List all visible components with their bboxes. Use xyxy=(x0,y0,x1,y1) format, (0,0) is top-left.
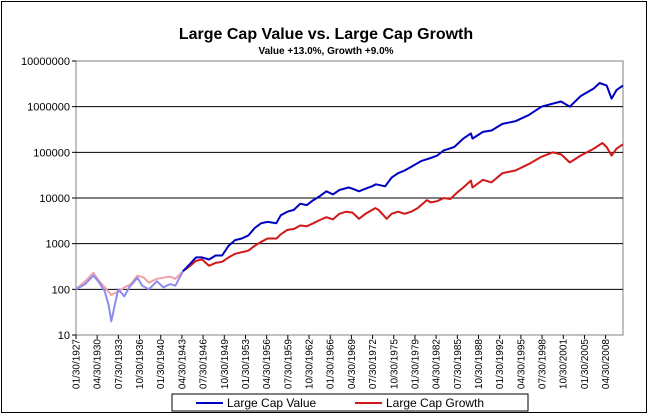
chart-subtitle: Value +13.0%, Growth +9.0% xyxy=(258,46,393,57)
x-tick-label: 04/30/1969 xyxy=(347,339,358,389)
y-tick-label: 100000 xyxy=(33,147,70,159)
y-tick-label: 1000000 xyxy=(27,102,70,114)
x-tick-label: 04/30/1982 xyxy=(432,339,443,389)
x-tick-label: 07/30/1959 xyxy=(283,339,294,389)
x-tick-label: 04/30/1930 xyxy=(93,339,104,389)
x-tick-label: 10/30/1936 xyxy=(135,339,146,389)
x-tick-label: 10/30/1949 xyxy=(220,339,231,389)
x-tick-label: 01/30/1992 xyxy=(495,339,506,389)
legend-label-value: Large Cap Value xyxy=(227,396,317,410)
x-tick-label: 04/30/1943 xyxy=(177,339,188,389)
gridlines xyxy=(76,106,623,290)
x-tick-label: 04/30/1956 xyxy=(262,339,273,389)
series-line-growth xyxy=(182,142,624,272)
x-axis: 01/30/1927 04/30/1930 07/30/1933 10/30/1936… xyxy=(72,335,612,389)
y-tick-label: 10000000 xyxy=(21,56,70,68)
y-tick-label: 10000 xyxy=(39,193,70,205)
x-tick-label: 10/30/2001 xyxy=(559,339,570,389)
x-tick-label: 01/30/1953 xyxy=(241,339,252,389)
chart-title: Large Cap Value vs. Large Cap Growth xyxy=(179,26,473,43)
x-tick-label: 01/30/1927 xyxy=(72,339,83,389)
y-tick-label: 1000 xyxy=(46,239,70,251)
y-axis: 10 100 1000 10000 100000 1000000 10000000 xyxy=(21,56,76,342)
x-tick-label: 01/30/1979 xyxy=(410,339,421,389)
x-tick-label: 01/30/1966 xyxy=(326,339,337,389)
y-tick-label: 10 xyxy=(58,330,70,342)
x-tick-label: 07/30/1946 xyxy=(199,339,210,389)
x-tick-label: 07/30/1933 xyxy=(114,339,125,389)
x-tick-label: 10/30/1975 xyxy=(389,339,400,389)
x-tick-label: 04/30/1995 xyxy=(516,339,527,389)
x-tick-label: 04/30/2008 xyxy=(601,339,612,389)
x-tick-label: 10/30/1962 xyxy=(305,339,316,389)
x-tick-label: 07/30/1998 xyxy=(538,339,549,389)
series-line-value xyxy=(182,82,624,272)
legend: Large Cap Value Large Cap Growth xyxy=(171,393,529,412)
x-tick-label: 01/30/1940 xyxy=(156,339,167,389)
x-tick-label: 10/30/1988 xyxy=(474,339,485,389)
x-tick-label: 01/30/2005 xyxy=(580,339,591,389)
series-line-value-early xyxy=(75,270,184,323)
series-group xyxy=(75,82,624,323)
legend-box xyxy=(171,393,529,412)
x-tick-label: 07/30/1985 xyxy=(453,339,464,389)
y-tick-label: 100 xyxy=(52,284,70,296)
legend-label-growth: Large Cap Growth xyxy=(386,396,484,410)
x-tick-label: 07/30/1972 xyxy=(368,339,379,389)
